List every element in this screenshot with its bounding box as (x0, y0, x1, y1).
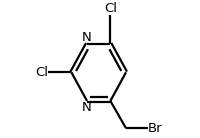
Text: Br: Br (148, 122, 163, 135)
Text: N: N (82, 101, 92, 114)
Text: N: N (82, 31, 92, 44)
Text: Cl: Cl (35, 66, 48, 79)
Text: Cl: Cl (104, 2, 117, 15)
